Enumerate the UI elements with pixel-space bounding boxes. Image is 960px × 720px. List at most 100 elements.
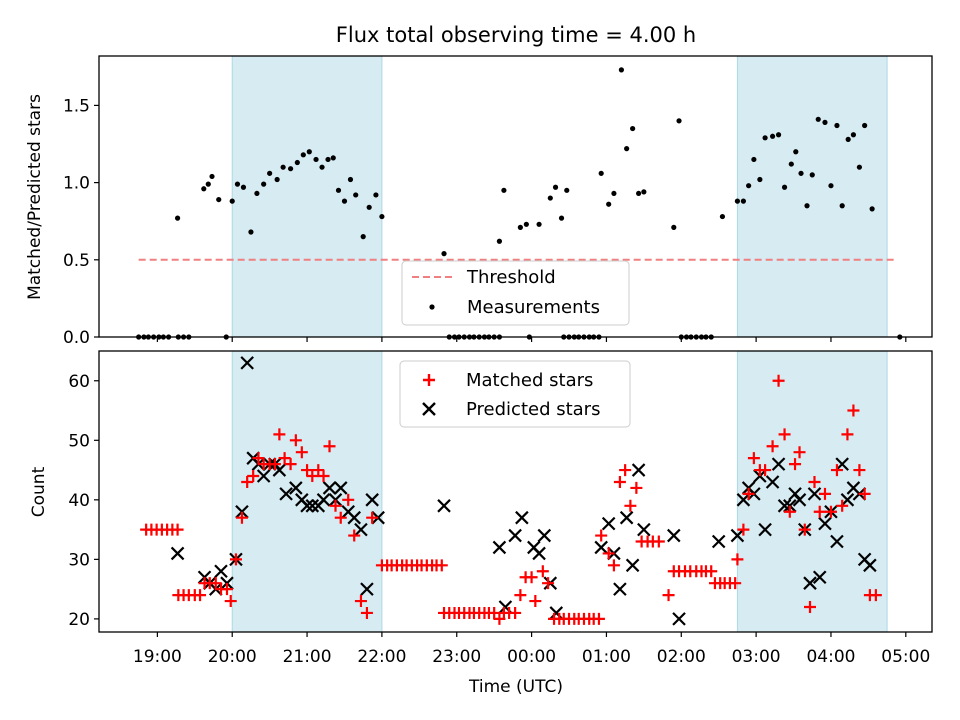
matched-star-point <box>295 446 308 459</box>
measurement-point <box>523 221 529 227</box>
measurement-point <box>366 204 372 210</box>
measurement-point <box>781 184 788 190</box>
predicted-star-point <box>835 457 849 471</box>
bottom-axes-frame <box>98 350 933 633</box>
x-tick-label: 20:00 <box>208 647 257 667</box>
chart-title: Flux total observing time = 4.00 h <box>336 23 696 47</box>
predicted-star-point <box>667 528 681 543</box>
matched-star-point <box>542 577 555 590</box>
matched-star-point <box>836 499 849 512</box>
measurement-point <box>630 125 636 132</box>
matched-star-point <box>284 458 297 471</box>
predicted-star-point <box>730 528 745 543</box>
predicted-star-point <box>637 522 651 537</box>
matched-star-point <box>737 523 750 536</box>
legend-predicted-swatch <box>422 402 436 416</box>
top-legend-box <box>401 260 630 326</box>
measurement-point <box>234 181 241 187</box>
measurement-point <box>313 156 319 163</box>
measurement-point <box>353 192 359 198</box>
predicted-star-point <box>240 356 254 370</box>
matched-star-point <box>289 434 302 447</box>
legend-matched-label: Matched stars <box>466 370 593 391</box>
matched-star-point <box>509 606 522 619</box>
measurement-point <box>564 187 570 193</box>
measurement-point <box>267 170 273 176</box>
measurement-point <box>798 170 804 176</box>
matched-star-point <box>171 523 184 536</box>
measurement-point <box>598 170 604 176</box>
matched-star-point <box>334 511 347 524</box>
legend-matched-swatch <box>423 374 435 386</box>
matched-star-point <box>847 404 860 417</box>
matched-star-point <box>808 475 821 488</box>
matched-star-point <box>360 606 373 619</box>
measurement-point <box>793 149 799 155</box>
measurement-point <box>624 146 630 152</box>
measurement-point <box>676 118 682 124</box>
predicted-star-point <box>316 493 331 507</box>
matched-star-point <box>354 595 367 608</box>
predicted-star-point <box>863 558 877 573</box>
predicted-star-point <box>347 510 361 525</box>
matched-star-point <box>793 446 806 459</box>
predicted-star-point <box>360 582 374 596</box>
matched-star-point <box>731 553 744 566</box>
measurement-point <box>839 203 845 209</box>
shaded-interval <box>736 55 888 338</box>
predicted-star-point <box>758 522 772 537</box>
predicted-star-point <box>549 606 564 620</box>
measurement-point <box>762 135 768 141</box>
measurement-point <box>606 201 612 207</box>
predicted-star-point <box>619 510 634 525</box>
matched-star-point <box>613 475 626 488</box>
measurement-point <box>496 238 503 244</box>
measurement-point <box>757 176 763 183</box>
measurement-point <box>379 213 385 220</box>
predicted-star-point <box>803 576 817 590</box>
y-tick-label: 30 <box>68 550 90 570</box>
predicted-star-point <box>792 493 807 507</box>
predicted-star-point <box>515 510 529 525</box>
matched-star-point <box>705 565 718 578</box>
measurement-point <box>274 176 280 183</box>
measurement-point <box>641 189 647 195</box>
measurement-point <box>719 213 726 220</box>
matched-star-point <box>592 612 605 625</box>
measurement-point <box>809 172 815 178</box>
matched-star-point <box>783 505 796 518</box>
predicted-star-point <box>631 463 646 477</box>
measurement-point <box>280 164 286 170</box>
measurement-point <box>788 161 794 167</box>
matched-star-point <box>247 470 260 483</box>
matched-star-point <box>595 529 608 542</box>
matched-star-point <box>348 529 361 542</box>
predicted-star-point <box>736 493 751 507</box>
predicted-star-point <box>305 499 320 513</box>
measurement-point <box>174 215 181 221</box>
predicted-star-point <box>279 487 293 501</box>
predicted-star-point <box>322 481 337 495</box>
measurement-point <box>229 198 235 204</box>
measurement-point <box>248 229 254 235</box>
predicted-star-point <box>830 534 844 549</box>
matched-star-point <box>329 499 342 512</box>
top-y-axis-label: Matched/Predicted stars <box>25 94 45 300</box>
predicted-star-point <box>777 499 792 513</box>
measurement-point <box>822 119 828 125</box>
predicted-star-point <box>492 540 507 555</box>
measurement-point <box>850 132 857 138</box>
measurement-point <box>815 116 821 122</box>
predicted-star-point <box>840 493 855 507</box>
matched-star-point <box>804 600 817 613</box>
x-tick-label: 05:00 <box>881 647 930 667</box>
predicted-star-point <box>672 612 686 626</box>
predicted-star-point <box>812 570 827 585</box>
measurement-point <box>862 122 868 129</box>
measurement-point <box>360 234 366 240</box>
matched-stars-points <box>140 374 882 625</box>
measurement-point <box>558 215 565 221</box>
y-tick-label: 1.0 <box>63 174 90 194</box>
y-tick-label: 50 <box>68 431 90 451</box>
